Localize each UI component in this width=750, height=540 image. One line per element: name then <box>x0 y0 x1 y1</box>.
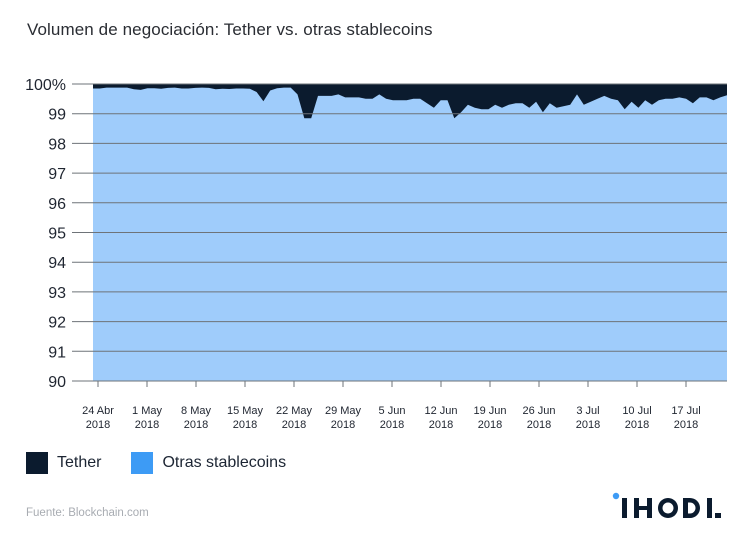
x-tick-label: 12 Jun <box>424 405 457 417</box>
x-tick-year: 2018 <box>233 419 257 431</box>
x-tick-label: 24 Abr <box>82 405 114 417</box>
gridlines <box>72 83 727 382</box>
x-tick-year: 2018 <box>478 419 502 431</box>
legend: Tether Otras stablecoins <box>26 452 316 474</box>
x-tick-year: 2018 <box>576 419 600 431</box>
y-tick-label: 94 <box>48 255 66 272</box>
legend-item-tether: Tether <box>26 452 101 474</box>
y-tick-label: 97 <box>48 166 66 183</box>
x-tick-label: 29 May <box>325 405 362 417</box>
y-tick-label: 91 <box>48 344 66 361</box>
x-tick-year: 2018 <box>86 419 110 431</box>
others-swatch-icon <box>131 452 154 474</box>
x-tick-label: 19 Jun <box>473 405 506 417</box>
others-area-fill <box>93 87 727 381</box>
x-tick-year: 2018 <box>135 419 159 431</box>
x-axis-labels: 24 Abr 2018 1 May 2018 8 May 2018 15 May 2018 22… <box>82 381 701 431</box>
x-tick-label: 26 Jun <box>522 405 555 417</box>
x-tick-year: 2018 <box>380 419 404 431</box>
y-tick-label: 95 <box>48 226 66 243</box>
source-note: Fuente: Blockchain.com <box>26 507 149 519</box>
x-tick-year: 2018 <box>331 419 355 431</box>
x-tick-year: 2018 <box>282 419 306 431</box>
y-tick-label: 92 <box>48 315 66 332</box>
x-tick-label: 17 Jul <box>671 405 700 417</box>
tether-swatch-icon <box>26 452 48 474</box>
x-tick-year: 2018 <box>674 419 698 431</box>
x-tick-label: 22 May <box>276 405 313 417</box>
x-tick-label: 5 Jun <box>379 405 406 417</box>
logo-wordmark-icon <box>622 498 721 518</box>
x-tick-label: 3 Jul <box>576 405 599 417</box>
y-tick-label: 98 <box>48 136 66 153</box>
y-tick-label: 93 <box>48 285 66 302</box>
x-tick-label: 8 May <box>181 405 211 417</box>
x-tick-label: 1 May <box>132 405 162 417</box>
x-tick-label: 15 May <box>227 405 264 417</box>
x-tick-year: 2018 <box>429 419 453 431</box>
x-tick-year: 2018 <box>625 419 649 431</box>
x-tick-label: 10 Jul <box>622 405 651 417</box>
ihodl-logo <box>612 492 721 518</box>
legend-label-tether: Tether <box>57 454 102 471</box>
y-tick-label: 90 <box>48 374 66 391</box>
legend-label-others: Otras stablecoins <box>162 454 287 471</box>
x-tick-year: 2018 <box>527 419 551 431</box>
others-area <box>93 87 727 381</box>
x-tick-year: 2018 <box>184 419 208 431</box>
chart-title: Volumen de negociación: Tether vs. otras… <box>27 20 433 39</box>
y-axis-labels: 90 91 92 93 94 95 96 97 98 99 100% <box>25 77 66 391</box>
y-tick-label: 100% <box>25 77 66 94</box>
y-tick-label: 99 <box>48 107 66 124</box>
y-tick-label: 96 <box>48 196 66 213</box>
logo-dot-icon <box>612 492 620 500</box>
legend-item-others: Otras stablecoins <box>131 452 286 474</box>
